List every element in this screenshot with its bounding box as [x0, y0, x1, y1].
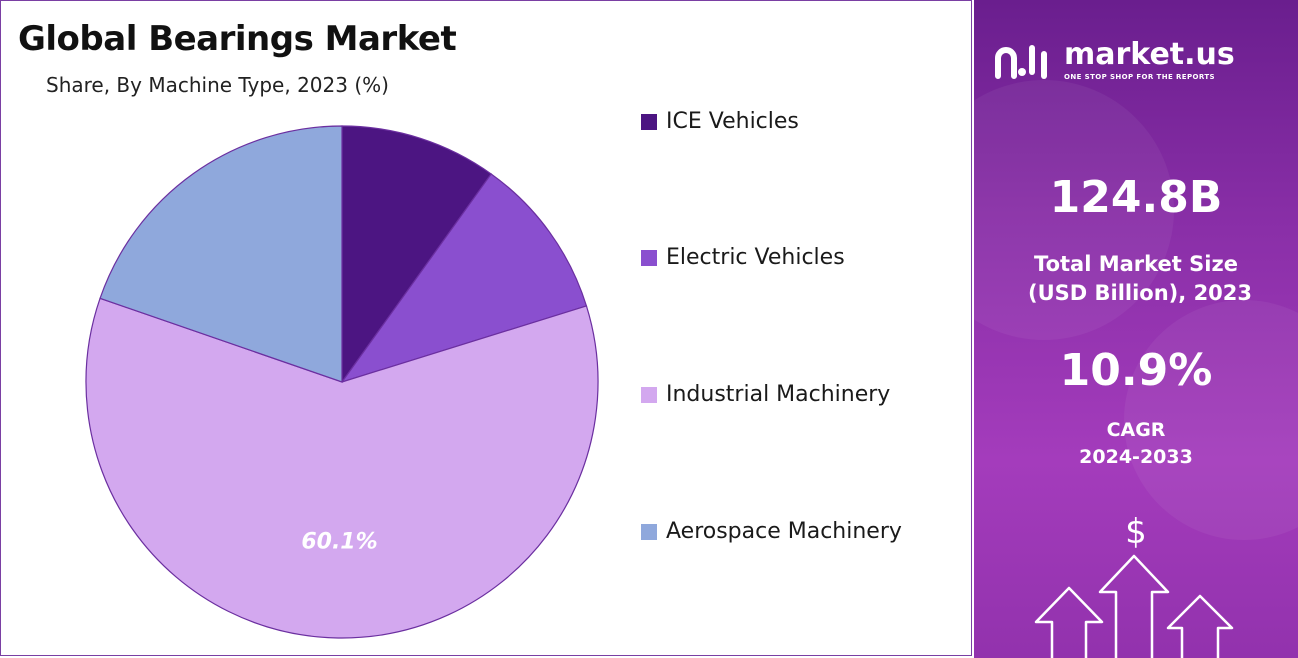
chart-title: Global Bearings Market [18, 19, 457, 59]
pie-slice-electric-vehicles [340, 173, 588, 384]
pie-slice-industrial-machinery [85, 297, 599, 639]
brand-name: market.us [1064, 37, 1235, 72]
legend-label: Electric Vehicles [666, 245, 845, 270]
legend-swatch [641, 523, 657, 540]
summary-sidebar: market.us ONE STOP SHOP FOR THE REPORTS … [974, 0, 1298, 658]
legend-label: ICE Vehicles [666, 109, 799, 134]
background-decoration [974, 80, 1174, 340]
pie-chart: 60.1% [85, 125, 599, 639]
pie-slice-aerospace-machinery [99, 125, 343, 383]
legend-swatch [641, 249, 657, 266]
chart-panel: Global Bearings Market Share, By Machine… [0, 0, 972, 656]
legend-item-ice-vehicles: ICE Vehicles [641, 109, 799, 134]
market-size-value: 124.8B [1049, 172, 1223, 223]
cagr-value: 10.9% [1059, 345, 1213, 396]
legend-item-electric-vehicles: Electric Vehicles [641, 245, 845, 270]
legend-item-aerospace-machinery: Aerospace Machinery [641, 519, 902, 544]
data-label: 60.1% [301, 530, 377, 555]
legend-item-industrial-machinery: Industrial Machinery [641, 382, 890, 407]
legend-swatch [641, 386, 657, 403]
brand-tagline: ONE STOP SHOP FOR THE REPORTS [1064, 73, 1215, 81]
market-size-label-line2: (USD Billion), 2023 [1027, 281, 1253, 305]
pie-slice-ice-vehicles [341, 125, 493, 384]
dollar-icon: $ [1125, 512, 1147, 552]
market-us-logo-icon [995, 44, 1047, 79]
growth-arrows-icon [1034, 554, 1234, 658]
legend-label: Aerospace Machinery [666, 519, 902, 544]
legend-label: Industrial Machinery [666, 382, 891, 407]
cagr-label: CAGR [1106, 419, 1166, 441]
brand: market.us ONE STOP SHOP FOR THE REPORTS [994, 40, 1235, 81]
chart-subtitle: Share, By Machine Type, 2023 (%) [46, 73, 389, 97]
legend-swatch [641, 113, 657, 130]
brand-text: market.us ONE STOP SHOP FOR THE REPORTS [1064, 37, 1235, 82]
market-size-label-line1: Total Market Size [1034, 252, 1238, 276]
cagr-period: 2024-2033 [1079, 446, 1193, 468]
